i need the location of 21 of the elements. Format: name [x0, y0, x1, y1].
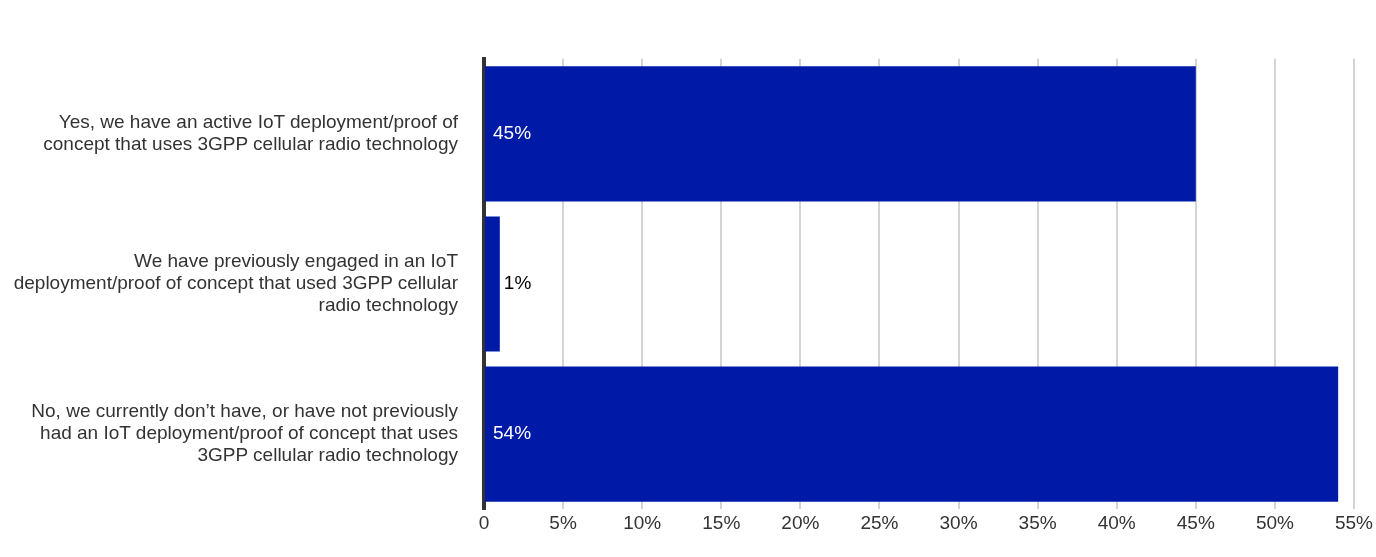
- x-tick-label: 15%: [702, 511, 741, 533]
- x-tick-label: 20%: [781, 511, 820, 533]
- bar: [485, 216, 500, 352]
- bar: [485, 366, 1339, 502]
- x-tick-label: 5%: [549, 511, 577, 533]
- y-tick-label: No, we currently don’t have, or have not previously had an IoT deployment/proof of concept that uses 3GPP cellular radio technology: [31, 400, 459, 466]
- x-tick-label: 55%: [1334, 511, 1374, 533]
- data-label: 45%: [493, 122, 532, 144]
- x-tick-label: 40%: [1097, 511, 1136, 533]
- x-tick-label: 25%: [860, 511, 899, 533]
- data-label: 54%: [493, 422, 532, 444]
- x-tick-label: 35%: [1018, 511, 1057, 533]
- x-tick-label: 45%: [1176, 511, 1215, 533]
- bar: [485, 66, 1196, 202]
- x-tick-label: 50%: [1255, 511, 1295, 533]
- data-label: 1%: [503, 272, 532, 294]
- x-tick-label: 30%: [939, 511, 978, 533]
- x-tick-label: 10%: [623, 511, 662, 533]
- y-tick-label: We have previously engaged in an IoT deployment/proof of concept that used 3GPP cellular radio technology: [13, 250, 459, 316]
- y-tick-label: Yes, we have an active IoT deployment/proof of concept that uses 3GPP cellular radio technology: [43, 111, 459, 154]
- x-tick-label: 0: [478, 511, 490, 533]
